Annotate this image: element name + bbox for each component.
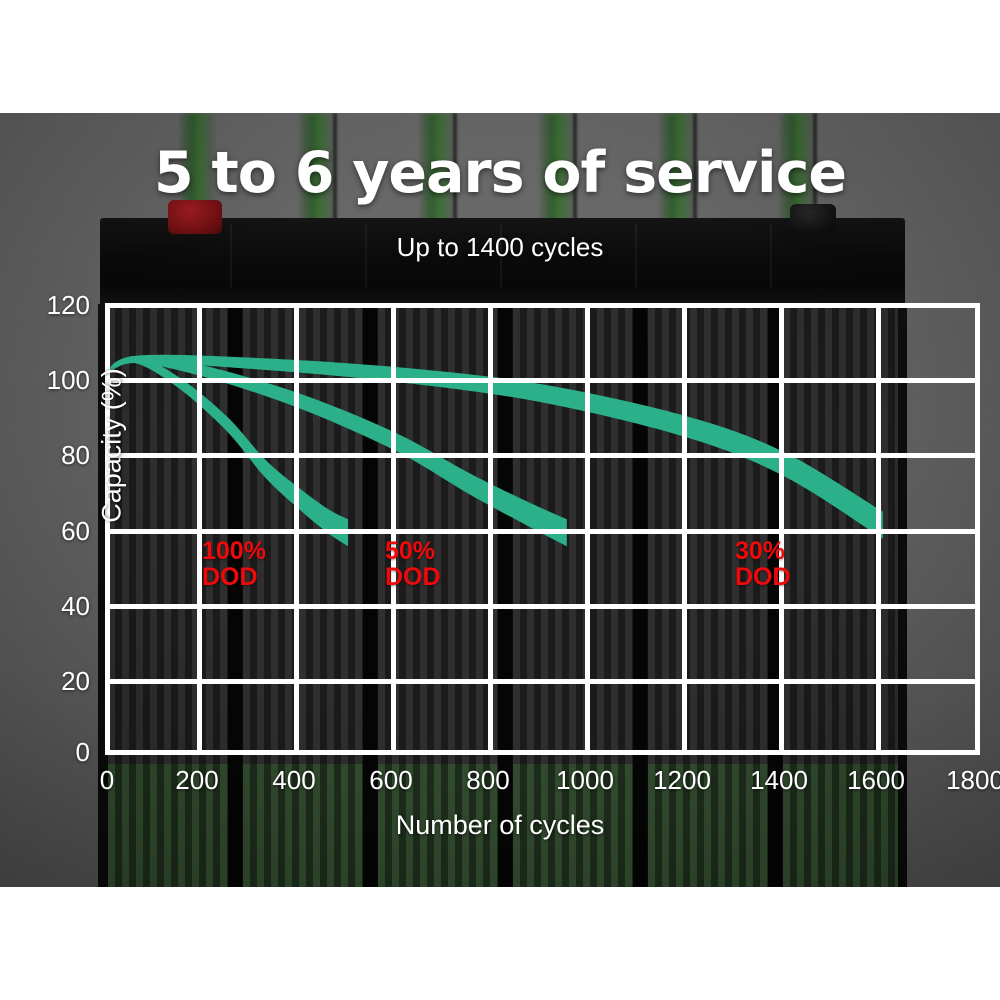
xtick-1400: 1400 <box>750 765 808 795</box>
battery-terminal-negative <box>790 204 836 232</box>
ytick-80: 80 <box>61 440 90 470</box>
plot-grid <box>105 303 980 755</box>
battery-terminal-positive <box>168 200 222 234</box>
curve-layer <box>105 354 883 547</box>
ytick-20: 20 <box>61 666 90 696</box>
cylinder-shadow <box>573 113 577 243</box>
xtick-1600: 1600 <box>847 765 905 795</box>
gridline-x-1000 <box>585 303 590 755</box>
gridline-x-400 <box>294 303 299 755</box>
gridline-y-60 <box>105 529 980 534</box>
xtick-1000: 1000 <box>556 765 614 795</box>
page-subtitle: Up to 1400 cycles <box>396 232 604 262</box>
annotation-30-dod-value: 30% <box>735 537 786 565</box>
xtick-800: 800 <box>466 765 510 795</box>
page-title: 5 to 6 years of service <box>153 140 847 206</box>
annotation-30-dod: 30% DOD <box>735 538 791 590</box>
cylinder-shadow <box>693 113 697 243</box>
annotation-100-dod-value: 100% <box>202 537 266 565</box>
gridline-x-1400 <box>779 303 784 755</box>
curve-30-dod <box>105 354 883 539</box>
gridline-y-120 <box>105 303 980 308</box>
ytick-100: 100 <box>46 365 90 395</box>
xtick-400: 400 <box>272 765 316 795</box>
annotation-50-dod: 50% DOD <box>385 538 441 590</box>
annotation-30-dod-unit: DOD <box>735 563 791 591</box>
cylinder-shadow <box>453 113 457 243</box>
gridline-y-80 <box>105 453 980 458</box>
battery-photo <box>98 200 907 887</box>
gridline-x-1200 <box>682 303 687 755</box>
xtick-200: 200 <box>175 765 219 795</box>
gridline-x-800 <box>488 303 493 755</box>
ytick-0: 0 <box>75 737 90 767</box>
xtick-1200: 1200 <box>653 765 711 795</box>
gridline-x-1800 <box>975 303 980 755</box>
xtick-600: 600 <box>369 765 413 795</box>
annotation-100-dod-unit: DOD <box>202 563 258 591</box>
gridline-y-20 <box>105 679 980 684</box>
gridline-y-0 <box>105 750 980 755</box>
gridline-y-100 <box>105 378 980 383</box>
gridline-y-40 <box>105 604 980 609</box>
annotation-50-dod-unit: DOD <box>385 563 441 591</box>
cylinder-shadow <box>813 113 817 243</box>
ytick-120: 120 <box>46 290 90 320</box>
gridline-x-1600 <box>876 303 881 755</box>
cylinder-shadow <box>333 113 337 243</box>
annotation-50-dod-value: 50% <box>385 537 436 565</box>
annotation-100-dod: 100% DOD <box>202 538 266 590</box>
gridline-x-0 <box>105 303 110 755</box>
gridline-x-200 <box>197 303 202 755</box>
ytick-60: 60 <box>61 516 90 546</box>
battery-lid <box>100 218 905 306</box>
y-axis-label: Capacity (%) <box>96 368 127 523</box>
xtick-0: 0 <box>99 765 115 795</box>
gridline-x-600 <box>391 303 396 755</box>
curve-100-dod <box>105 355 349 547</box>
xtick-1800: 1800 <box>946 765 1000 795</box>
ytick-40: 40 <box>61 591 90 621</box>
x-axis-label: Number of cycles <box>395 810 605 840</box>
